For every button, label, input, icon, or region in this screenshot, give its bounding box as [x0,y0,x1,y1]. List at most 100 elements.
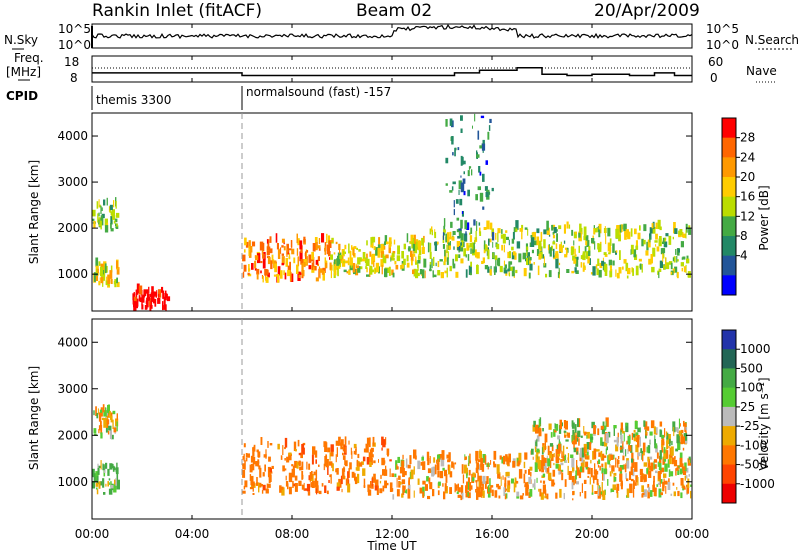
echo-mark [519,495,524,500]
echo-mark [370,481,372,489]
echo-mark [540,480,542,483]
echo-mark [598,229,601,238]
echo-mark [658,463,662,471]
echo-mark [658,238,662,247]
echo-mark [564,430,566,437]
echo-mark [523,473,526,484]
echo-mark [280,270,283,279]
echo-mark [136,283,140,294]
echo-mark [662,253,664,262]
echo-mark [378,459,379,463]
echo-mark [549,247,552,257]
colorbar-swatch [722,137,736,158]
echo-mark [253,446,255,450]
echo-mark [315,469,318,479]
echo-mark [94,275,99,281]
echo-mark [415,256,417,261]
echo-mark [655,222,658,229]
echo-mark [281,262,284,266]
echo-mark [266,239,269,244]
echo-mark [252,493,255,495]
echo-mark [626,460,630,469]
echo-mark [310,259,314,262]
echo-mark [563,240,566,244]
echo-mark [96,476,99,485]
colorbar-tick-label: 16 [740,190,755,204]
echo-mark [107,481,109,487]
echo-mark [475,230,477,241]
echo-mark [463,248,466,257]
echo-mark [505,454,508,462]
echo-mark [560,241,562,246]
echo-mark [318,464,320,467]
echo-mark [650,254,652,264]
echo-mark [560,458,563,463]
echo-mark [102,404,105,413]
echo-mark [526,251,528,257]
echo-mark [451,186,454,191]
echo-mark [334,266,337,276]
echo-mark [297,238,300,246]
echo-mark [571,270,575,274]
echo-mark [252,461,256,465]
echo-mark [508,267,510,276]
echo-mark [100,266,104,277]
echo-mark [454,462,457,465]
echo-mark [578,245,580,253]
echo-mark [369,457,373,465]
colorbar-tick-label: -25 [740,419,760,433]
echo-mark [661,435,665,439]
echo-mark [643,489,647,497]
echo-mark [463,233,468,242]
echo-mark [497,228,501,234]
echo-mark [539,488,542,497]
echo-mark [339,254,343,260]
echo-mark [672,482,675,486]
echo-mark [659,479,661,487]
echo-mark [584,491,587,499]
echo-mark [260,261,263,264]
echo-mark [465,231,467,236]
echo-mark [554,423,556,429]
echo-mark [504,477,507,487]
echo-mark [459,246,461,251]
echo-mark [597,460,599,465]
echo-mark [296,264,299,274]
echo-mark [96,268,98,275]
echo-mark [662,441,665,446]
echo-mark [365,443,369,453]
nsky-line [91,23,693,40]
echo-mark [623,432,625,442]
echo-mark [546,467,548,474]
echo-mark [673,459,678,467]
echo-mark [306,461,308,470]
echo-mark [377,247,381,258]
echo-mark [602,472,605,481]
echo-mark [579,466,583,472]
echo-mark [651,223,654,229]
echo-mark [319,268,321,279]
echo-mark [489,222,493,230]
echo-mark [442,467,445,471]
echo-mark [596,268,599,276]
x-tick-label: 00:00 [675,527,710,541]
echo-mark [557,254,559,263]
echo-mark [318,247,321,251]
echo-mark [375,247,379,256]
echo-mark [382,258,386,263]
echo-mark [563,420,567,428]
echo-mark [600,450,603,459]
echo-mark [604,226,606,236]
echo-mark [299,251,303,262]
echo-mark [490,485,494,488]
echo-mark [575,257,579,267]
echo-mark [300,452,303,459]
echo-mark [366,267,368,273]
echo-mark [408,477,410,486]
echo-mark [640,448,643,453]
echo-mark [591,238,595,244]
echo-mark [92,218,95,221]
echo-mark [104,218,108,226]
echo-mark [452,181,456,185]
echo-mark [494,266,496,275]
